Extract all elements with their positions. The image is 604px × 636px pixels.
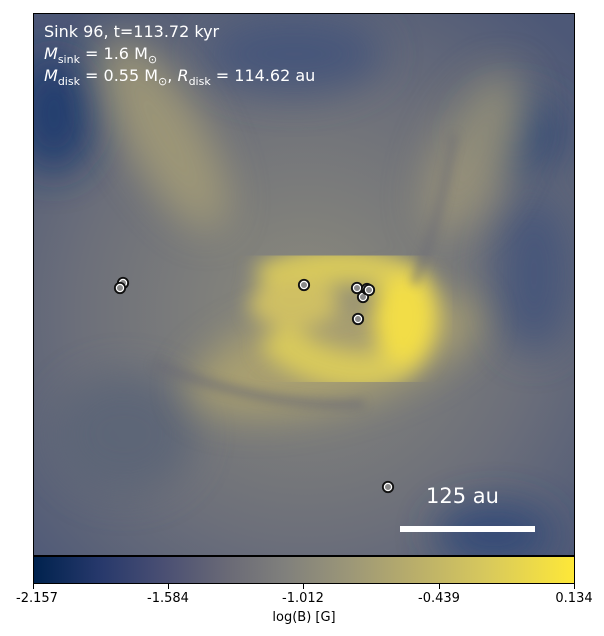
sink-marker-ring (383, 482, 393, 492)
colorbar-tick (574, 584, 575, 589)
colorbar-tick (439, 584, 440, 589)
scale-bar-label: 125 au (426, 484, 499, 508)
magnetic-field-map: Sink 96, t=113.72 kyr Msink = 1.6 M⊙ Mdi… (33, 13, 575, 556)
sink-time-label: Sink 96, t=113.72 kyr (44, 22, 220, 41)
colorbar-tick (33, 584, 34, 589)
sink-marker-ring (353, 314, 363, 324)
sink-markers (113, 276, 395, 494)
scale-bar (400, 526, 535, 532)
sink-marker-ring (115, 283, 125, 293)
colorbar-tick (303, 584, 304, 589)
colorbar-tick-label: -2.157 (16, 591, 58, 606)
disk-info-label: Mdisk = 0.55 M⊙, Rdisk = 114.62 au (44, 66, 316, 89)
colorbar-label: log(B) [G] (272, 610, 336, 625)
colorbar (33, 556, 575, 584)
sink-marker-ring (364, 285, 374, 295)
colorbar-tick-label: -0.439 (418, 591, 460, 606)
sink-mass-label: Msink = 1.6 M⊙ (44, 44, 158, 67)
sink-marker-ring (299, 280, 309, 290)
field-image (34, 14, 574, 555)
colorbar-tick (168, 584, 169, 589)
colorbar-tick-label: 0.134 (555, 591, 593, 606)
colorbar-tick-label: -1.584 (147, 591, 189, 606)
sink-marker-ring (352, 283, 362, 293)
colorbar-tick-label: -1.012 (282, 591, 324, 606)
